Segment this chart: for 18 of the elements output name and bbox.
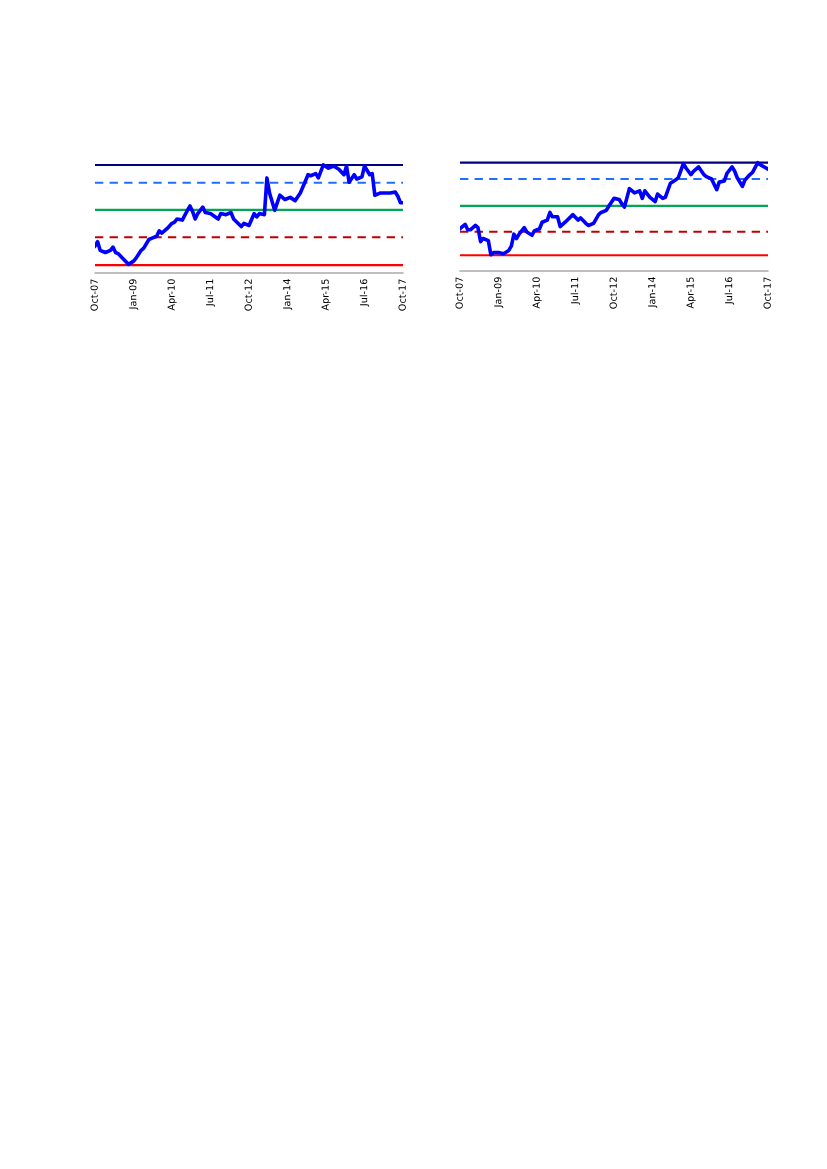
x-tick-label: Oct-07 <box>455 277 463 309</box>
x-tick-label: Oct-17 <box>763 277 771 309</box>
x-tick-label: Jul-16 <box>359 279 370 307</box>
x-tick-label: Jan-09 <box>494 277 504 308</box>
x-tick-label: Jan-09 <box>129 279 139 310</box>
x-tick-label: Apr-10 <box>167 279 177 311</box>
x-tick-label: Apr-15 <box>686 277 696 309</box>
x-tick-label: Jul-11 <box>205 279 216 307</box>
x-tick-label: Jan-14 <box>648 277 658 308</box>
x-tick-label: Oct-17 <box>398 279 406 311</box>
x-tick-label: Jul-16 <box>724 277 735 305</box>
x-tick-label: Oct-12 <box>244 279 252 311</box>
x-tick-label: Oct-12 <box>609 277 617 309</box>
x-tick-label: Apr-10 <box>532 277 542 309</box>
x-tick-label: Jul-11 <box>570 277 581 305</box>
x-tick-label: Apr-15 <box>321 279 331 311</box>
x-tick-label: Oct-07 <box>90 279 98 311</box>
x-tick-label: Jan-14 <box>283 279 293 310</box>
